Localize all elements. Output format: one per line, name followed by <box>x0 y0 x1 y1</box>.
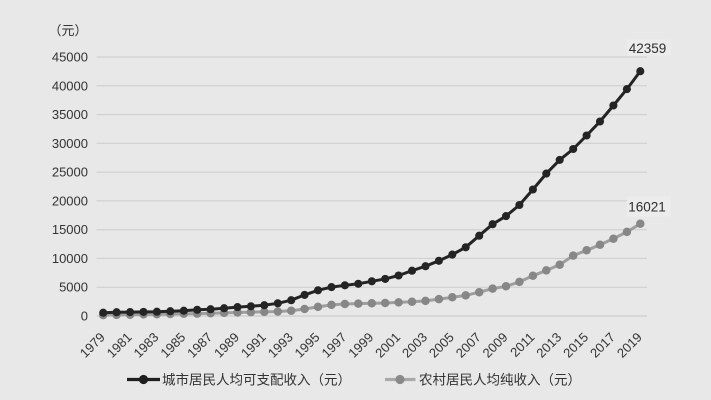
svg-text:45000: 45000 <box>52 50 88 65</box>
svg-text:20000: 20000 <box>52 193 88 208</box>
svg-text:25000: 25000 <box>52 165 88 180</box>
svg-text:农村居民人均纯收入（元）: 农村居民人均纯收入（元） <box>419 373 581 388</box>
svg-text:16021: 16021 <box>628 200 666 215</box>
svg-text:10000: 10000 <box>52 251 88 266</box>
svg-text:（元）: （元） <box>49 23 88 38</box>
svg-text:35000: 35000 <box>52 107 88 122</box>
svg-text:42359: 42359 <box>629 41 667 56</box>
svg-text:0: 0 <box>81 309 88 324</box>
svg-text:5000: 5000 <box>59 280 88 295</box>
svg-text:15000: 15000 <box>52 222 88 237</box>
svg-text:30000: 30000 <box>52 136 88 151</box>
svg-text:40000: 40000 <box>52 78 88 93</box>
svg-text:城市居民人均可支配收入（元）: 城市居民人均可支配收入（元） <box>162 372 351 388</box>
